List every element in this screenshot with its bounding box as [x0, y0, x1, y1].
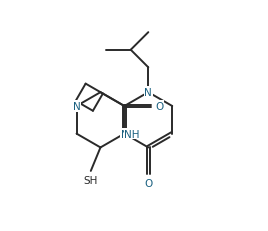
Text: NH: NH [124, 129, 140, 139]
Text: N: N [121, 129, 128, 139]
Text: O: O [144, 179, 152, 189]
Text: N: N [144, 88, 152, 98]
Text: SH: SH [84, 175, 98, 185]
Text: N: N [73, 102, 80, 112]
Text: O: O [155, 102, 163, 112]
